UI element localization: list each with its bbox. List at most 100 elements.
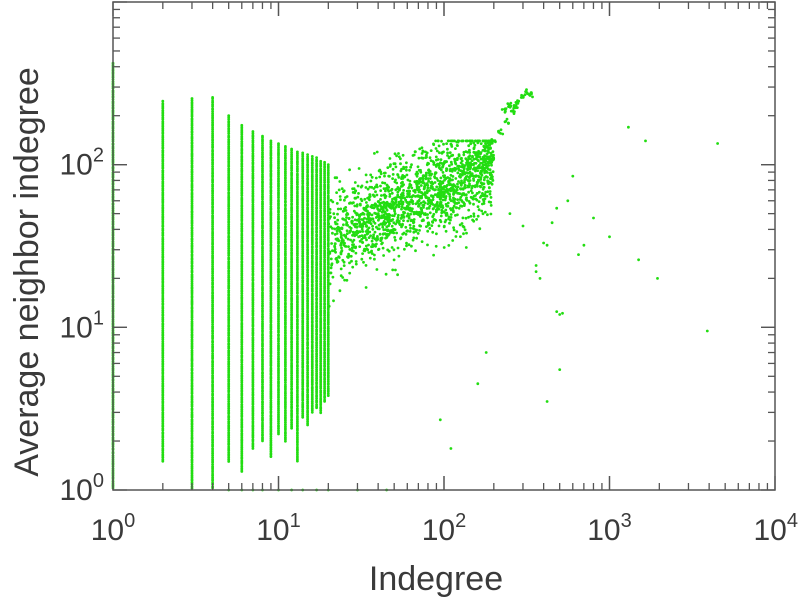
data-point xyxy=(261,183,264,187)
data-point xyxy=(290,376,293,379)
data-point xyxy=(421,174,425,178)
data-point xyxy=(370,206,374,210)
data-point xyxy=(240,374,244,377)
data-point xyxy=(420,208,423,212)
data-point xyxy=(333,227,337,231)
data-point xyxy=(161,427,165,431)
data-point xyxy=(227,367,231,371)
data-point xyxy=(434,188,437,192)
data-point xyxy=(284,161,287,165)
data-point xyxy=(296,354,299,357)
data-point xyxy=(333,216,336,220)
data-point xyxy=(371,243,375,246)
data-point xyxy=(301,361,305,365)
data-point xyxy=(453,139,456,143)
data-point xyxy=(472,202,475,206)
data-point xyxy=(301,215,305,219)
data-point xyxy=(306,313,309,316)
data-point xyxy=(447,215,451,219)
data-point xyxy=(190,282,194,285)
data-point xyxy=(391,167,395,171)
data-point xyxy=(462,170,466,173)
data-point xyxy=(277,380,280,384)
data-point xyxy=(301,310,305,313)
data-point xyxy=(284,243,287,247)
data-point xyxy=(296,407,299,410)
data-point xyxy=(290,251,293,255)
data-point xyxy=(240,464,244,468)
data-point xyxy=(360,227,364,231)
data-point xyxy=(407,243,411,247)
data-point xyxy=(261,307,264,310)
data-point xyxy=(261,143,264,147)
data-point xyxy=(190,447,194,450)
data-point xyxy=(435,185,439,189)
data-point xyxy=(461,224,465,228)
data-point xyxy=(161,450,165,454)
data-point xyxy=(445,167,448,171)
data-point xyxy=(296,312,299,316)
data-point xyxy=(488,190,492,193)
data-point xyxy=(296,345,299,349)
data-point xyxy=(484,142,487,146)
data-point xyxy=(477,175,481,179)
data-point xyxy=(400,181,403,185)
data-point xyxy=(284,265,287,268)
data-point xyxy=(190,374,194,378)
data-point xyxy=(227,241,231,245)
data-point xyxy=(251,255,255,259)
data-point xyxy=(277,322,280,325)
data-point xyxy=(327,222,331,226)
data-point xyxy=(452,196,455,200)
data-point xyxy=(342,264,346,267)
data-point xyxy=(328,211,332,215)
data-point xyxy=(432,218,436,222)
data-point xyxy=(390,187,394,191)
data-point xyxy=(211,383,215,387)
data-point xyxy=(190,465,194,469)
data-point xyxy=(284,396,287,399)
data-point xyxy=(190,367,194,371)
data-point xyxy=(472,212,476,216)
data-point xyxy=(269,215,273,219)
data-point xyxy=(251,228,255,232)
data-point xyxy=(277,407,280,411)
data-point xyxy=(355,203,359,207)
data-point xyxy=(462,232,465,236)
data-point xyxy=(277,205,280,209)
data-point xyxy=(290,153,293,156)
data-point xyxy=(476,166,480,170)
data-point xyxy=(251,367,255,370)
data-point xyxy=(296,294,299,298)
data-point xyxy=(405,244,408,248)
data-point xyxy=(227,445,231,449)
data-point xyxy=(383,174,386,178)
data-point xyxy=(301,184,305,188)
data-point xyxy=(251,363,255,367)
data-point xyxy=(460,179,463,183)
data-point xyxy=(227,238,231,242)
data-point xyxy=(261,238,264,242)
data-point xyxy=(464,150,468,154)
data-point xyxy=(420,240,424,244)
data-point xyxy=(190,175,194,179)
data-point xyxy=(251,248,255,252)
data-point xyxy=(405,241,408,245)
data-point xyxy=(296,190,299,194)
data-point xyxy=(251,224,255,228)
data-point xyxy=(471,154,474,158)
data-point xyxy=(301,292,305,295)
data-point xyxy=(319,389,323,393)
data-point xyxy=(455,202,459,205)
data-point xyxy=(394,222,397,226)
data-point xyxy=(399,162,402,166)
data-point xyxy=(478,227,482,231)
data-point xyxy=(277,182,280,186)
data-point xyxy=(373,253,376,257)
data-point xyxy=(190,144,194,148)
data-point xyxy=(161,287,165,291)
data-point xyxy=(251,172,255,176)
data-point xyxy=(405,195,409,199)
data-point xyxy=(251,235,255,239)
data-point xyxy=(277,293,280,296)
